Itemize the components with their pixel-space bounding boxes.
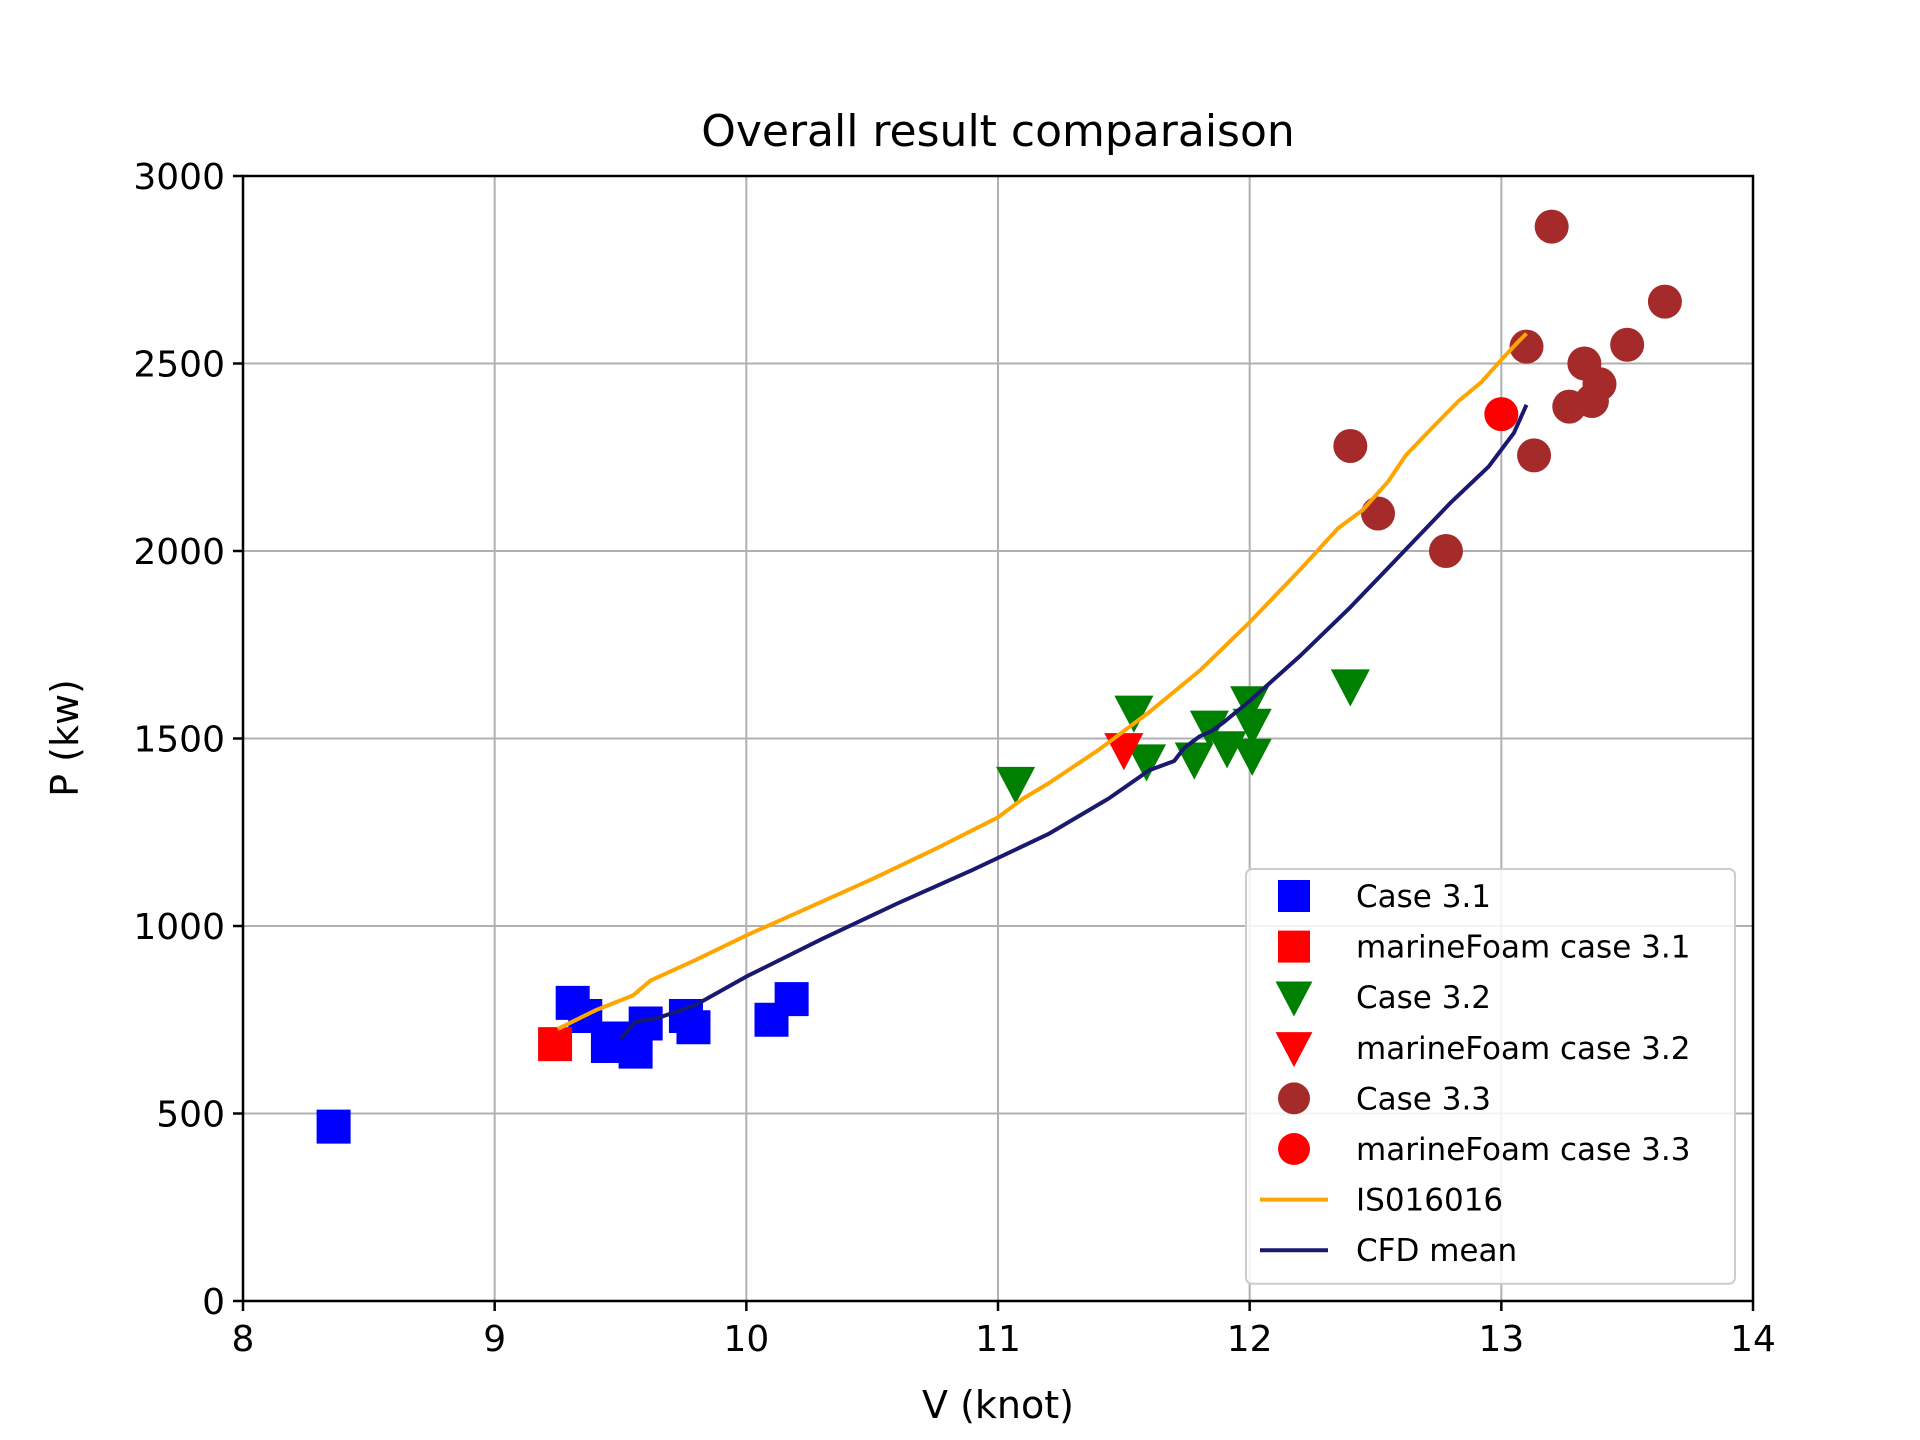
legend-entry: Case 3.2 bbox=[1275, 980, 1491, 1017]
x-tick-label: 8 bbox=[232, 1319, 255, 1360]
legend-swatch bbox=[1278, 1133, 1310, 1165]
data-point-marinefoam-case-3-2 bbox=[1104, 733, 1144, 771]
chart-title: Overall result comparaison bbox=[701, 106, 1295, 157]
y-tick-label: 2500 bbox=[133, 345, 225, 386]
legend-label: Case 3.3 bbox=[1356, 1081, 1491, 1117]
plot-series bbox=[316, 209, 1682, 1144]
legend-swatch bbox=[1275, 981, 1313, 1017]
series-marinefoam-case-3-2 bbox=[1104, 733, 1144, 771]
y-tick-label: 2000 bbox=[133, 532, 225, 573]
data-point-case-3-3 bbox=[1647, 284, 1682, 319]
data-point-case-3-2 bbox=[1189, 710, 1229, 748]
data-point-case-3-2 bbox=[996, 766, 1036, 805]
series-case-3-1 bbox=[316, 982, 809, 1144]
data-point-case-3-2 bbox=[1230, 686, 1270, 724]
y-tick-label: 1000 bbox=[133, 907, 225, 948]
legend-swatch bbox=[1278, 880, 1310, 912]
x-tick-label: 12 bbox=[1227, 1319, 1273, 1360]
legend-entry: Case 3.1 bbox=[1278, 879, 1491, 915]
y-tick-label: 1500 bbox=[133, 720, 225, 761]
x-axis-label: V (knot) bbox=[922, 1383, 1074, 1427]
x-tick-label: 13 bbox=[1478, 1319, 1524, 1360]
data-point-case-3-1 bbox=[676, 1010, 711, 1045]
y-tick-label: 3000 bbox=[133, 157, 225, 198]
legend-swatch bbox=[1275, 1032, 1313, 1068]
x-tick-label: 11 bbox=[975, 1319, 1021, 1360]
legend-entry: IS016016 bbox=[1260, 1183, 1503, 1219]
data-point-case-3-3 bbox=[1610, 327, 1645, 362]
data-point-case-3-2 bbox=[1126, 744, 1167, 782]
axis-ticks: 8 9 10 11 12 13 14 0 500 1000 1500 2000 2500 3000 bbox=[133, 157, 1776, 1360]
series-line-is016016 bbox=[556, 332, 1528, 1031]
series-line-cfd-mean bbox=[619, 403, 1529, 1040]
data-point-case-3-3 bbox=[1534, 209, 1569, 244]
series-case-3-3 bbox=[1333, 209, 1682, 568]
x-tick-label: 9 bbox=[483, 1319, 506, 1360]
data-point-marinefoam-case-3-3 bbox=[1484, 397, 1519, 432]
y-tick-label: 500 bbox=[156, 1095, 225, 1136]
legend-label: marineFoam case 3.2 bbox=[1356, 1031, 1690, 1067]
legend-label: IS016016 bbox=[1356, 1183, 1503, 1219]
data-point-case-3-2 bbox=[1330, 669, 1370, 707]
data-point-marinefoam-case-3-1 bbox=[538, 1027, 573, 1062]
series-marinefoam-case-3-1 bbox=[538, 1027, 573, 1062]
x-tick-label: 10 bbox=[723, 1319, 769, 1360]
data-point-case-3-3 bbox=[1517, 438, 1552, 473]
series-cfd-mean bbox=[619, 403, 1529, 1040]
data-point-case-3-3 bbox=[1361, 496, 1396, 531]
legend-label: Case 3.1 bbox=[1356, 879, 1491, 915]
series-is016016 bbox=[556, 332, 1528, 1031]
x-tick-label: 14 bbox=[1730, 1319, 1776, 1360]
data-point-case-3-2 bbox=[1232, 708, 1272, 746]
legend-swatch bbox=[1278, 1082, 1310, 1115]
data-point-case-3-1 bbox=[316, 1109, 351, 1144]
legend-label: marineFoam case 3.1 bbox=[1356, 930, 1690, 966]
legend: Case 3.1 marineFoam case 3.1 Case 3.2 marin… bbox=[1245, 868, 1736, 1285]
legend-entry: marineFoam case 3.3 bbox=[1278, 1132, 1690, 1168]
legend-swatch bbox=[1278, 930, 1310, 963]
y-tick-label: 0 bbox=[202, 1282, 225, 1323]
series-marinefoam-case-3-3 bbox=[1484, 397, 1519, 432]
legend-entry: marineFoam case 3.1 bbox=[1278, 930, 1690, 966]
legend-box bbox=[1245, 868, 1736, 1285]
data-point-case-3-2 bbox=[1232, 738, 1272, 776]
data-point-case-3-2 bbox=[1174, 742, 1214, 780]
data-point-case-3-3 bbox=[1582, 367, 1617, 402]
data-point-case-3-3 bbox=[1333, 429, 1368, 463]
legend-entry: Case 3.3 bbox=[1278, 1081, 1491, 1117]
legend-entry: CFD mean bbox=[1260, 1233, 1517, 1269]
legend-entry: marineFoam case 3.2 bbox=[1275, 1031, 1690, 1068]
data-point-case-3-1 bbox=[774, 982, 809, 1017]
legend-label: marineFoam case 3.3 bbox=[1356, 1132, 1690, 1168]
data-point-case-3-2 bbox=[1114, 695, 1154, 733]
data-point-case-3-3 bbox=[1509, 329, 1544, 364]
legend-label: CFD mean bbox=[1356, 1233, 1517, 1269]
data-point-case-3-3 bbox=[1428, 534, 1463, 568]
legend-label: Case 3.2 bbox=[1356, 980, 1491, 1016]
series-case-3-2 bbox=[996, 669, 1370, 805]
y-axis-label: P (kw) bbox=[43, 679, 87, 797]
